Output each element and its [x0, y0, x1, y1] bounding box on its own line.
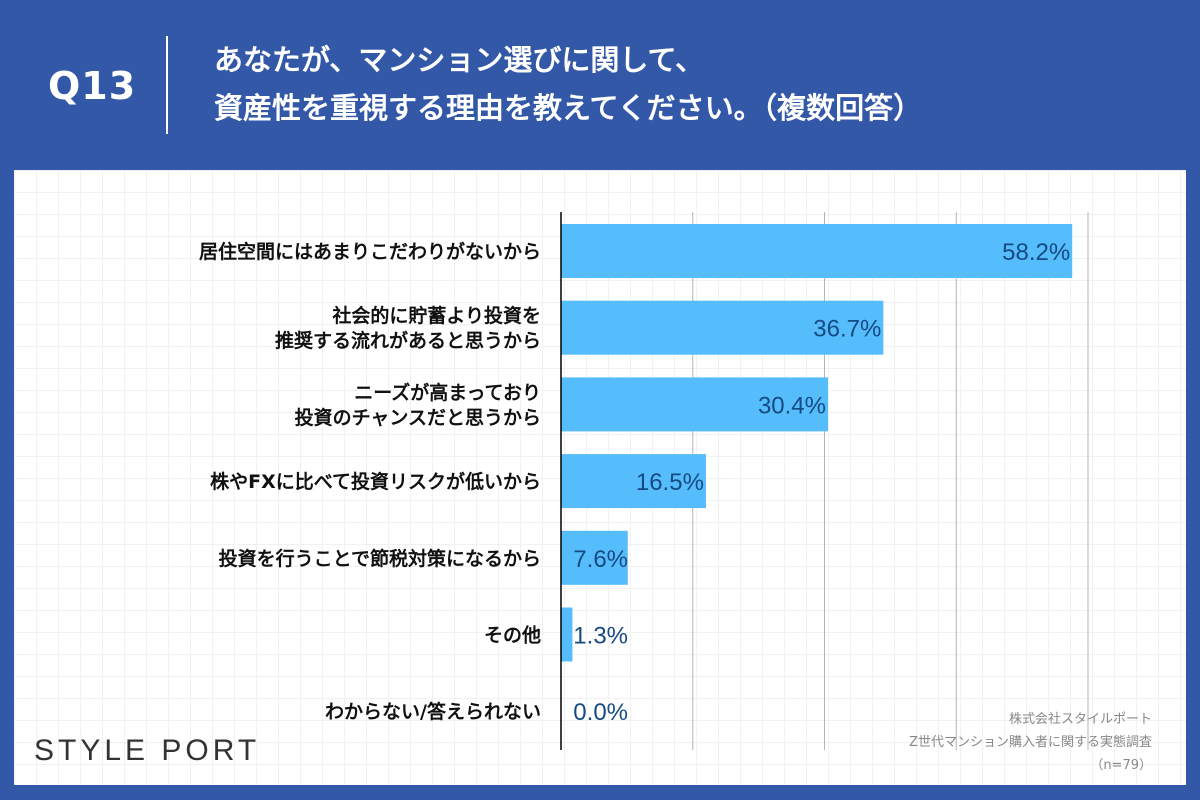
value-label: 58.2% [1002, 239, 1070, 266]
category-label: 社会的に貯蓄より投資を [331, 304, 541, 327]
category-label: わからない/答えられない [325, 700, 541, 723]
category-label: 株やFXに比べて投資リスクが低いから [210, 470, 541, 493]
bar [561, 454, 706, 509]
source-survey: Z世代マンション購入者に関する実態調査 [909, 735, 1152, 750]
header-divider [166, 36, 168, 134]
category-label: 居住空間にはあまりこだわりがないから [199, 240, 541, 263]
title-line-2: 資産性を重視する理由を教えてください。（複数回答） [214, 91, 923, 125]
value-label: 1.3% [573, 623, 628, 650]
question-number: Q13 [48, 64, 137, 108]
category-label: その他 [484, 624, 541, 647]
style-port-logo: STYLE PORT [34, 734, 261, 767]
source-note: 株式会社スタイルポート Z世代マンション購入者に関する実態調査 （n=79） [909, 708, 1152, 777]
chart-title: あなたが、マンション選びに関して、 資産性を重視する理由を教えてください。（複数… [214, 36, 922, 132]
value-label: 7.6% [573, 546, 628, 573]
bar [561, 530, 628, 585]
bar [561, 607, 573, 662]
bar [561, 224, 1073, 278]
category-label: 推奨する流れがあると思うから [275, 329, 541, 352]
value-label: 36.7% [813, 316, 881, 343]
value-label: 16.5% [636, 469, 704, 496]
value-label: 0.0% [573, 699, 628, 726]
bar [561, 300, 884, 355]
value-label: 30.4% [758, 392, 826, 419]
source-company: 株式会社スタイルポート [1008, 712, 1152, 727]
category-label: 投資のチャンスだと思うから [295, 406, 541, 429]
title-line-1: あなたが、マンション選びに関して、 [214, 43, 705, 77]
category-label: ニーズが高まっており [354, 381, 541, 404]
bar [561, 377, 829, 432]
category-label: 投資を行うことで節税対策になるから [219, 547, 541, 570]
sample-size: （n=79） [1090, 758, 1152, 773]
